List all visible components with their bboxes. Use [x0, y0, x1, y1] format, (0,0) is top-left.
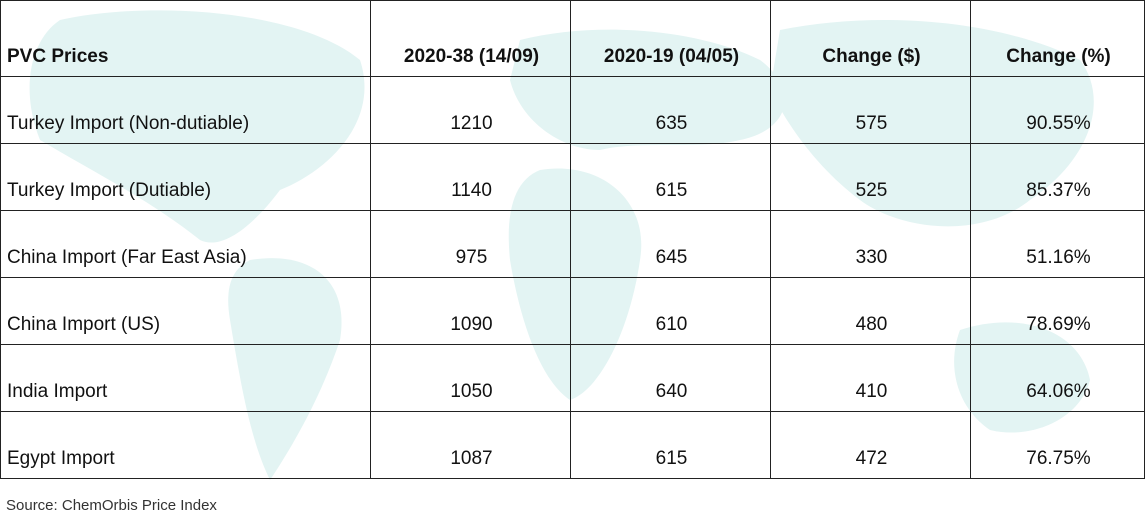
header-cell: Change ($)	[770, 0, 971, 77]
row-label: India Import	[0, 344, 371, 412]
table-body: Turkey Import (Non-dutiable) 1210 635 575 90…	[0, 76, 1145, 479]
table-cell: 51.16%	[970, 210, 1145, 278]
table-row: Turkey Import (Dutiable) 1140 615 525 85.37%	[0, 143, 1145, 211]
table-cell: 615	[570, 143, 771, 211]
table-cell: 90.55%	[970, 76, 1145, 144]
table-cell: 410	[770, 344, 971, 412]
table-cell: 480	[770, 277, 971, 345]
row-label: Turkey Import (Non-dutiable)	[0, 76, 371, 144]
table-cell: 78.69%	[970, 277, 1145, 345]
table-cell: 85.37%	[970, 143, 1145, 211]
table-cell: 525	[770, 143, 971, 211]
row-label: Turkey Import (Dutiable)	[0, 143, 371, 211]
table-cell: 330	[770, 210, 971, 278]
row-label: China Import (US)	[0, 277, 371, 345]
table-cell: 1050	[370, 344, 571, 412]
table-row: India Import 1050 640 410 64.06%	[0, 344, 1145, 412]
table-cell: 640	[570, 344, 771, 412]
row-label: China Import (Far East Asia)	[0, 210, 371, 278]
table-cell: 575	[770, 76, 971, 144]
table-cell: 610	[570, 277, 771, 345]
table-cell: 635	[570, 76, 771, 144]
table-cell: 645	[570, 210, 771, 278]
table-row: China Import (Far East Asia) 975 645 330 51.…	[0, 210, 1145, 278]
table-row: China Import (US) 1090 610 480 78.69%	[0, 277, 1145, 345]
table-cell: 975	[370, 210, 571, 278]
table-cell: 1140	[370, 143, 571, 211]
source-note: Source: ChemOrbis Price Index	[6, 497, 217, 514]
header-row: PVC Prices 2020-38 (14/09) 2020-19 (04/05)…	[0, 0, 1145, 77]
price-table: PVC Prices 2020-38 (14/09) 2020-19 (04/05)…	[0, 0, 1145, 479]
table-cell: 1210	[370, 76, 571, 144]
header-cell: Change (%)	[970, 0, 1145, 77]
table-cell: 64.06%	[970, 344, 1145, 412]
table-cell: 1087	[370, 411, 571, 479]
header-cell: 2020-19 (04/05)	[570, 0, 771, 77]
row-label: Egypt Import	[0, 411, 371, 479]
header-cell: PVC Prices	[0, 0, 371, 77]
table-row: Egypt Import 1087 615 472 76.75%	[0, 411, 1145, 479]
table-cell: 1090	[370, 277, 571, 345]
table-cell: 615	[570, 411, 771, 479]
table-cell: 76.75%	[970, 411, 1145, 479]
header-cell: 2020-38 (14/09)	[370, 0, 571, 77]
table-row: Turkey Import (Non-dutiable) 1210 635 575 90…	[0, 76, 1145, 144]
table-cell: 472	[770, 411, 971, 479]
